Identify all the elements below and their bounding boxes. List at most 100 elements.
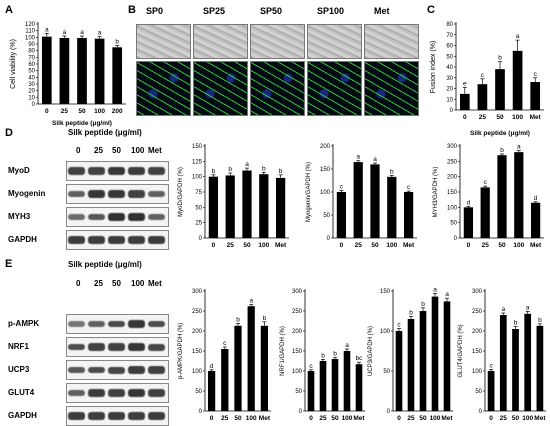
significance-letter: b [390, 168, 394, 175]
x-tick-label: 25 [227, 242, 235, 249]
bar [524, 313, 532, 411]
micrograph-label: SP25 [203, 6, 226, 16]
bar [41, 36, 52, 104]
blot-band [148, 214, 165, 220]
y-tick-label: 100 [292, 369, 303, 375]
blot-band [68, 366, 85, 374]
significance-letter: a [433, 286, 437, 293]
blot-band [148, 320, 165, 328]
x-tick-label: 100 [94, 108, 105, 115]
bar [331, 359, 339, 411]
x-tick-label: 0 [210, 415, 214, 422]
y-tick-label: 150 [472, 349, 483, 355]
y-tick-label: 50 [450, 221, 457, 227]
micrograph-label: SP100 [317, 6, 345, 16]
blot-row-label: MYH3 [8, 212, 31, 221]
blot-band [128, 236, 145, 244]
bar [355, 364, 363, 411]
x-axis-label: Silk peptide (μg/ml) [470, 130, 530, 137]
y-tick-label: 250 [447, 159, 458, 165]
blot-band [108, 320, 125, 328]
y-tick-label: 50 [383, 369, 390, 375]
chart-myod: 0 25 50 75 100 125 150 MyoD/GAPDH (%) b 0 b 25 a 50 b 1… [178, 144, 289, 249]
significance-letter: a [98, 30, 102, 37]
significance-letter: b [228, 166, 232, 173]
blot-row-label: Myogenin [8, 189, 46, 198]
blot-row-label: MyoD [8, 166, 30, 175]
significance-letter: a [501, 306, 505, 313]
bar [536, 325, 544, 411]
x-tick-label: 100 [246, 415, 257, 422]
brightfield-image [193, 24, 248, 59]
bar [495, 69, 505, 110]
blot-d-header: Silk peptide (μg/ml) [68, 128, 142, 137]
x-tick-label: 0 [309, 415, 313, 422]
significance-letter: c [397, 322, 401, 329]
significance-letter: a [445, 291, 449, 298]
x-tick-label: 25 [61, 108, 69, 115]
bar [530, 202, 541, 238]
blot-band [88, 321, 105, 327]
blot-band [148, 389, 165, 397]
significance-letter: d [534, 195, 538, 202]
blot-row-label: NRF1 [8, 342, 29, 351]
x-tick-label: 25 [407, 415, 415, 422]
bar [221, 349, 229, 411]
y-tick-label: 110 [25, 29, 35, 35]
bar [336, 192, 347, 238]
y-tick-label: 300 [292, 289, 303, 295]
x-tick-label: 50 [498, 242, 506, 249]
significance-letter: c [481, 72, 485, 79]
y-tick-label: 50 [195, 205, 202, 211]
significance-letter: a [356, 154, 360, 161]
y-tick-label: 10 [28, 95, 35, 101]
blot-band [68, 167, 85, 175]
y-tick-label: 150 [192, 349, 203, 355]
blot-band [148, 167, 165, 175]
blot-band [128, 389, 145, 397]
x-tick-label: 100 [430, 415, 441, 422]
significance-letter: b [421, 301, 425, 308]
significance-letter: b [263, 315, 267, 322]
dose-label: Met [148, 146, 162, 155]
y-tick-label: 100 [380, 329, 391, 335]
significance-letter: c [407, 184, 411, 191]
dose-label: 0 [76, 146, 81, 155]
brightfield-image [307, 24, 362, 59]
x-tick-label: 25 [319, 415, 327, 422]
brightfield-image [136, 24, 191, 59]
x-tick-label: 25 [221, 415, 229, 422]
bar [343, 351, 351, 411]
y-tick-label: 100 [447, 205, 458, 211]
fluorescence-image [136, 61, 191, 116]
blot-band [68, 321, 85, 327]
significance-letter: b [212, 168, 216, 175]
y-tick-label: 100 [320, 190, 331, 196]
x-tick-label: 0 [397, 415, 401, 422]
y-tick-label: 150 [320, 167, 331, 173]
x-tick-label: 0 [463, 114, 467, 121]
x-tick-label: 50 [243, 242, 251, 249]
y-tick-label: 120 [25, 22, 36, 28]
y-tick-label: 75 [195, 190, 202, 196]
bar [208, 176, 219, 238]
bar [512, 50, 523, 110]
x-tick-label: 50 [78, 108, 86, 115]
bar [59, 38, 70, 104]
micrograph-label: SP50 [260, 6, 283, 16]
bar [353, 162, 363, 238]
x-tick-label: 0 [212, 242, 216, 249]
y-tick-label: 80 [446, 22, 453, 28]
bar [77, 38, 87, 104]
significance-letter: b [321, 352, 325, 359]
blot-band [88, 389, 105, 397]
x-tick-label: 25 [482, 242, 490, 249]
y-tick-label: 100 [472, 369, 483, 375]
significance-letter: a [517, 144, 521, 151]
y-tick-label: 50 [323, 213, 330, 219]
blot-band [108, 190, 125, 198]
brightfield-image [364, 24, 419, 59]
significance-letter: b [514, 320, 518, 327]
significance-letter: c [534, 71, 538, 78]
